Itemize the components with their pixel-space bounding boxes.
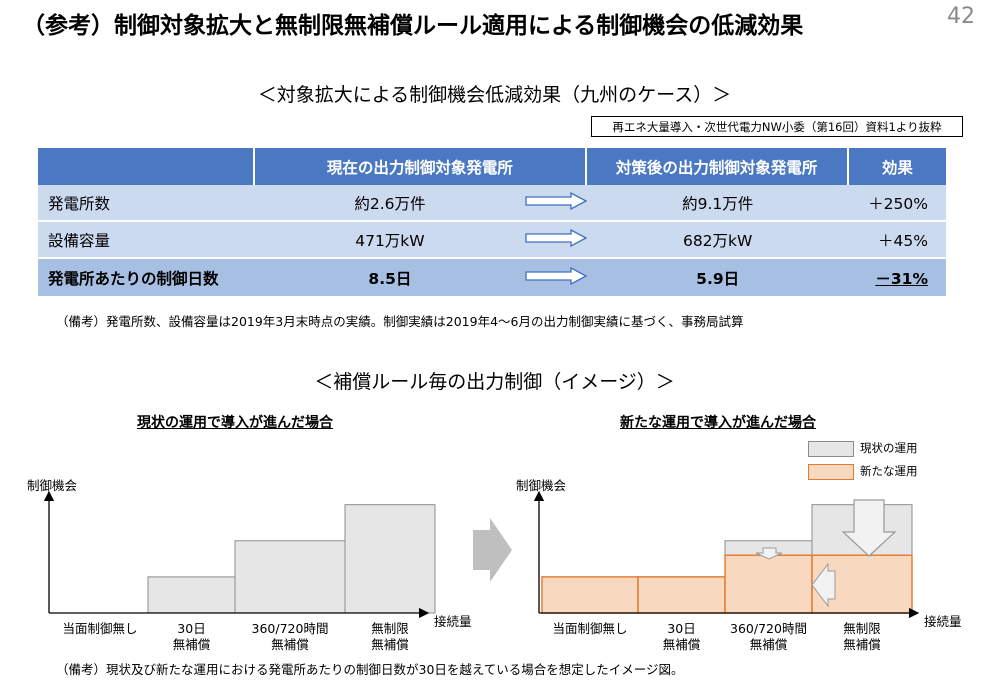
after-value: 約9.1万件 xyxy=(586,185,849,222)
current-bar xyxy=(344,504,436,614)
effect-value: ＋250% xyxy=(848,185,946,222)
down-arrow-icon xyxy=(755,547,783,560)
legend-swatch-new xyxy=(808,464,854,480)
category-label: 当面制御無し xyxy=(62,621,138,636)
section1-heading: ＜対象拡大による制御機会低減効果（九州のケース）＞ xyxy=(257,84,732,106)
new-bar xyxy=(541,576,639,614)
down-arrow-icon xyxy=(841,499,897,557)
legend-swatch-current xyxy=(808,441,854,457)
category-label: 当面制御無し xyxy=(552,621,628,636)
left-x-label: 接続量 xyxy=(434,614,472,629)
comparison-table: 現在の出力制御対象発電所 対策後の出力制御対象発電所 効果 発電所数 約2.6万… xyxy=(38,148,946,296)
right-chart-bars xyxy=(541,504,913,614)
after-value: 5.9日 xyxy=(586,259,849,296)
right-y-label: 制御機会 xyxy=(516,478,567,493)
row-label: 発電所数 xyxy=(38,185,256,222)
after-value: 682万kW xyxy=(586,222,849,259)
table-row: 発電所あたりの制御日数 8.5日 5.9日 －31% xyxy=(38,259,946,296)
left-chart-title: 現状の運用で導入が進んだ場合 xyxy=(137,415,333,431)
new-bar xyxy=(637,576,726,614)
category-label: 360/720時間 無補償 xyxy=(730,621,807,652)
table-note: （備考）発電所数、設備容量は2019年3月末時点の実績。制御実績は2019年4～… xyxy=(56,314,744,329)
table-header-cell xyxy=(38,148,256,185)
category-label: 無制限 無補償 xyxy=(371,621,409,652)
left-y-label: 制御機会 xyxy=(27,478,78,493)
table-header-cell: 対策後の出力制御対象発電所 xyxy=(586,148,849,185)
table-header-row: 現在の出力制御対象発電所 対策後の出力制御対象発電所 効果 xyxy=(38,148,946,185)
section2-heading: ＜補償ルール毎の出力制御（イメージ）＞ xyxy=(314,371,675,393)
current-value: 8.5日 xyxy=(255,259,525,296)
page-number: 42 xyxy=(947,4,975,29)
current-value: 471万kW xyxy=(255,222,525,259)
arrow-right-icon xyxy=(524,185,588,222)
transition-arrow-icon xyxy=(473,518,512,582)
category-label: 無制限 無補償 xyxy=(843,621,881,652)
chart-note: （備考）現状及び新たな運用における発電所あたりの制御日数が30日を越えている場合… xyxy=(56,662,684,677)
row-label: 発電所あたりの制御日数 xyxy=(38,259,256,296)
table-row: 設備容量 471万kW 682万kW ＋45% xyxy=(38,222,946,259)
page-title: （参考）制御対象拡大と無制限無補償ルール適用による制御機会の低減効果 xyxy=(22,13,804,39)
current-bar xyxy=(147,576,236,614)
table-row: 発電所数 約2.6万件 約9.1万件 ＋250% xyxy=(38,185,946,222)
row-label: 設備容量 xyxy=(38,222,256,259)
right-chart-title: 新たな運用で導入が進んだ場合 xyxy=(620,415,816,431)
right-x-label: 接続量 xyxy=(924,614,962,629)
current-bar xyxy=(234,540,346,614)
arrow-right-icon xyxy=(524,222,588,259)
category-label: 30日 無補償 xyxy=(662,621,701,652)
effect-value: －31% xyxy=(875,269,928,288)
left-arrow-icon xyxy=(811,562,836,608)
new-bar xyxy=(724,554,813,614)
current-value: 約2.6万件 xyxy=(255,185,525,222)
left-chart-bars xyxy=(147,504,436,614)
category-label: 30日 無補償 xyxy=(172,621,211,652)
table-header-cell: 現在の出力制御対象発電所 xyxy=(255,148,587,185)
effect-value: ＋45% xyxy=(848,222,946,259)
table-header-cell: 効果 xyxy=(848,148,946,185)
source-box: 再エネ大量導入・次世代電力NW小委（第16回）資料1より抜粋 xyxy=(591,116,963,137)
legend-label-current: 現状の運用 xyxy=(860,441,918,455)
legend-label-new: 新たな運用 xyxy=(860,464,918,478)
category-label: 360/720時間 無補償 xyxy=(251,621,329,652)
arrow-right-icon xyxy=(524,259,588,296)
